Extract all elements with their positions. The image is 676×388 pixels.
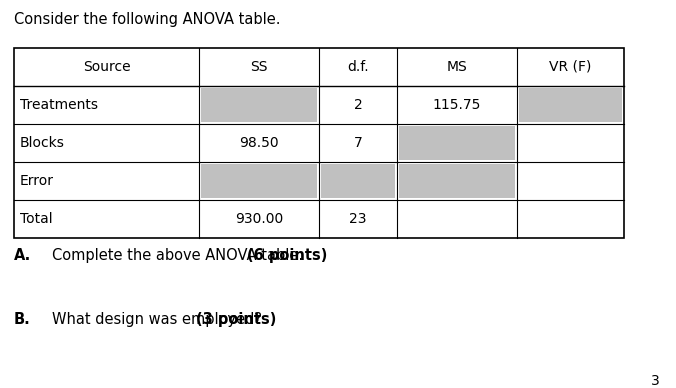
Text: (3 points): (3 points) xyxy=(196,312,276,327)
Text: What design was employed?: What design was employed? xyxy=(52,312,266,327)
Text: Blocks: Blocks xyxy=(20,136,65,150)
Text: Complete the above ANOVA table. (6 points): Complete the above ANOVA table. (6 point… xyxy=(52,248,378,263)
Text: Source: Source xyxy=(82,60,130,74)
Text: Complete the above ANOVA table.: Complete the above ANOVA table. xyxy=(52,248,308,263)
Text: MS: MS xyxy=(447,60,467,74)
Text: 2: 2 xyxy=(354,98,362,112)
Text: Total: Total xyxy=(20,212,53,226)
Text: 7: 7 xyxy=(354,136,362,150)
Text: 930.00: 930.00 xyxy=(235,212,283,226)
Text: 115.75: 115.75 xyxy=(433,98,481,112)
Text: Error: Error xyxy=(20,174,54,188)
Text: SS: SS xyxy=(250,60,268,74)
Text: 98.50: 98.50 xyxy=(239,136,279,150)
Text: (6 points): (6 points) xyxy=(247,248,327,263)
Text: 3: 3 xyxy=(651,374,660,388)
Text: A.: A. xyxy=(14,248,31,263)
Text: Treatments: Treatments xyxy=(20,98,98,112)
Text: Consider the following ANOVA table.: Consider the following ANOVA table. xyxy=(14,12,281,27)
Text: B.: B. xyxy=(14,312,30,327)
Text: 23: 23 xyxy=(349,212,367,226)
Text: d.f.: d.f. xyxy=(347,60,369,74)
Text: VR (F): VR (F) xyxy=(550,60,592,74)
